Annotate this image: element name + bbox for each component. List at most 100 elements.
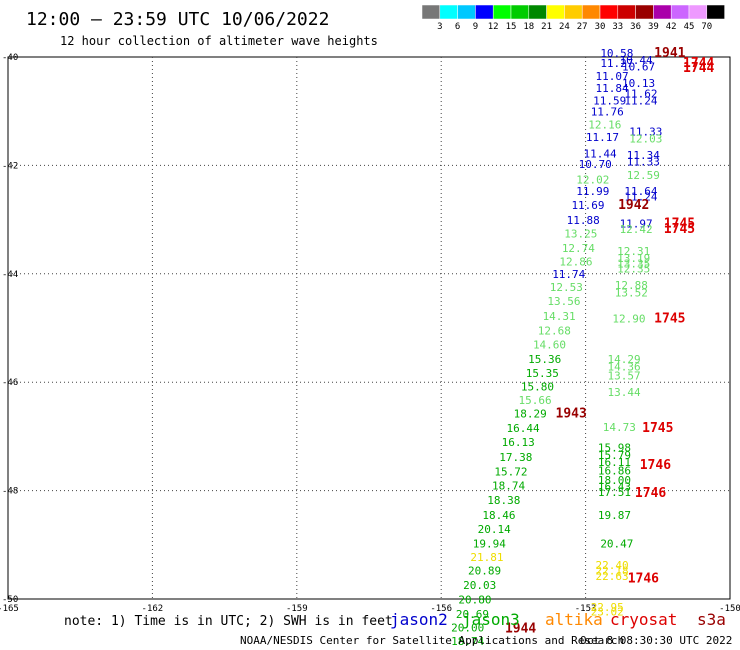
colorbar-swatch bbox=[475, 4, 494, 20]
swh-label: 11.24 bbox=[624, 191, 657, 204]
swh-label: 12.74 bbox=[562, 242, 595, 255]
swh-label: 15.98 bbox=[598, 442, 631, 455]
time-label: 1745 bbox=[664, 222, 695, 237]
swh-label: 18.29 bbox=[514, 407, 547, 420]
swh-label: 17.38 bbox=[499, 451, 532, 464]
plot-frame bbox=[7, 56, 731, 600]
swh-label: 13.35 bbox=[617, 257, 650, 270]
data-labels: 10.5811.2710.4410.6711.0710.1311.8411.62… bbox=[451, 47, 662, 648]
colorbar-swatch bbox=[688, 4, 708, 20]
swh-label: 11.24 bbox=[624, 95, 657, 108]
footer-credit: NOAA/NESDIS Center for Satellite Applica… bbox=[240, 634, 624, 647]
time-label: 1943 bbox=[556, 406, 587, 421]
swh-label: 11.99 bbox=[576, 185, 609, 198]
swh-label: 18.74 bbox=[451, 635, 484, 648]
x-tick-label: -153 bbox=[575, 604, 597, 614]
legend-entry: cryosat bbox=[610, 610, 677, 629]
swh-label: 11.34 bbox=[627, 149, 660, 162]
swh-label: 11.62 bbox=[624, 88, 657, 101]
x-tick-label: -156 bbox=[430, 604, 452, 614]
colorbar-label: 6 bbox=[455, 22, 460, 32]
colorbar-label: 9 bbox=[473, 22, 478, 32]
swh-label: 22.95 bbox=[591, 601, 624, 614]
swh-label: 12.42 bbox=[620, 223, 653, 236]
swh-label: 22.63 bbox=[596, 570, 629, 583]
swh-label: 11.17 bbox=[586, 131, 619, 144]
swh-label: 16.44 bbox=[506, 422, 539, 435]
time-label: 1942 bbox=[618, 198, 649, 213]
swh-label: 18.38 bbox=[487, 494, 520, 507]
colorbar-label: 24 bbox=[559, 22, 570, 32]
swh-label: 15.35 bbox=[526, 367, 559, 380]
time-label: 1746 bbox=[628, 572, 659, 587]
x-tick-label: -150 bbox=[719, 604, 740, 614]
colorbar-swatch bbox=[670, 4, 690, 20]
swh-label: 12.88 bbox=[615, 279, 648, 292]
swh-label: 11.33 bbox=[629, 126, 662, 139]
swh-label: 19.87 bbox=[598, 509, 631, 522]
time-label: 1745 bbox=[664, 217, 695, 232]
colorbar-label: 42 bbox=[666, 22, 677, 32]
y-tick-label: -40 bbox=[2, 53, 18, 63]
y-tick-label: -42 bbox=[2, 161, 18, 171]
swh-label: 12.59 bbox=[627, 169, 660, 182]
swh-label: 12.02 bbox=[576, 173, 609, 186]
swh-label: 13.57 bbox=[608, 369, 641, 382]
swh-label: 12.86 bbox=[559, 256, 592, 269]
page-subtitle: 12 hour collection of altimeter wave hei… bbox=[60, 34, 378, 48]
swh-label: 12.68 bbox=[538, 325, 571, 338]
swh-label: 20.03 bbox=[463, 579, 496, 592]
swh-label: 16.86 bbox=[598, 464, 631, 477]
swh-label: 11.59 bbox=[593, 95, 626, 108]
swh-label: 13.19 bbox=[617, 252, 650, 265]
swh-label: 12.90 bbox=[612, 313, 645, 326]
swh-label: 10.70 bbox=[579, 158, 612, 171]
colorbar-label: 45 bbox=[684, 22, 695, 32]
swh-label: 15.36 bbox=[528, 353, 561, 366]
swh-label: 15.80 bbox=[521, 380, 554, 393]
colorbar-label: 27 bbox=[577, 22, 588, 32]
swh-label: 11.69 bbox=[571, 199, 604, 212]
swh-label: 12.03 bbox=[629, 133, 662, 146]
swh-label: 11.07 bbox=[596, 70, 629, 83]
swh-label: 14.60 bbox=[533, 339, 566, 352]
swh-label: 12.53 bbox=[550, 281, 583, 294]
swh-label: 22.18 bbox=[596, 565, 629, 578]
colorbar-label: 36 bbox=[630, 22, 641, 32]
swh-label: 23.02 bbox=[591, 605, 624, 618]
footer-timestamp: Oct 8 08:30:30 UTC 2022 bbox=[580, 634, 732, 647]
colorbar-label: 33 bbox=[612, 22, 623, 32]
swh-label: 13.25 bbox=[564, 227, 597, 240]
time-label: 1745 bbox=[654, 312, 685, 327]
swh-label: 11.33 bbox=[627, 155, 660, 168]
swh-label: 11.84 bbox=[596, 82, 629, 95]
colorbar-swatch bbox=[706, 4, 725, 20]
legend-entry: altika bbox=[545, 610, 603, 629]
swh-label: 11.64 bbox=[624, 185, 657, 198]
swh-label: 20.00 bbox=[451, 622, 484, 635]
time-label: 1746 bbox=[635, 486, 666, 501]
colorbar-swatch bbox=[653, 4, 672, 20]
time-label: 1941 bbox=[654, 46, 685, 61]
time-label: 1744 bbox=[683, 56, 714, 71]
colorbar-swatch bbox=[635, 4, 654, 20]
x-tick-label: -165 bbox=[0, 604, 19, 614]
swh-label: 13.52 bbox=[615, 287, 648, 300]
swh-label: 20.69 bbox=[456, 608, 489, 621]
colorbar-swatch bbox=[439, 4, 458, 20]
colorbar-label: 15 bbox=[506, 22, 517, 32]
colorbar-swatch bbox=[528, 4, 547, 20]
swh-label: 20.47 bbox=[600, 538, 633, 551]
page-title: 12:00 – 23:59 UTC 10/06/2022 bbox=[26, 9, 329, 30]
legend-entry: jason3 bbox=[462, 610, 520, 629]
swh-label: 12.31 bbox=[617, 245, 650, 258]
colorbar-swatch bbox=[617, 4, 636, 20]
swh-label: 10.44 bbox=[620, 54, 653, 67]
time-label: 1744 bbox=[683, 61, 714, 76]
x-tick-label: -162 bbox=[142, 604, 164, 614]
swh-label: 14.31 bbox=[543, 310, 576, 323]
colorbar-swatch bbox=[546, 4, 565, 20]
colorbar-label: 39 bbox=[648, 22, 659, 32]
legend-entry: jason2 bbox=[390, 610, 448, 629]
